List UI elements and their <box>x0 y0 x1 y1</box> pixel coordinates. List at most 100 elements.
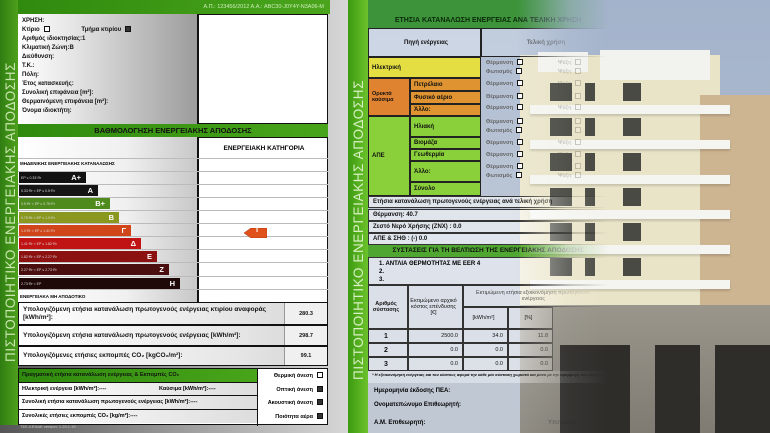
total-source: Σύνολο <box>410 182 481 196</box>
end-use-checkbox[interactable] <box>575 118 582 124</box>
th-percent: [%] <box>508 307 553 329</box>
end-use-checkbox[interactable] <box>517 80 524 86</box>
end-use-label: Θέρμανση <box>486 94 514 100</box>
table-cell: 2 <box>368 343 408 357</box>
energy-class-bar: 0.75·Rr < EP ≤ 1.0·Rr Β <box>19 211 119 223</box>
signature: Υπογραφή: <box>548 420 579 426</box>
comfort-item: Ποιότητα αέρα <box>275 412 323 420</box>
end-use-item: Ψύξη <box>558 172 582 179</box>
grid-line <box>18 171 328 172</box>
table-cell: 34.0 <box>463 329 508 343</box>
class-range: 1.0·Rr < EP ≤ 1.41·Rr <box>21 228 55 233</box>
end-use-checkbox[interactable] <box>575 80 582 86</box>
class-range: 0.33·Rr < EP ≤ 0.5·Rr <box>21 189 55 194</box>
res-source: ΑΠΕ <box>368 116 410 196</box>
primary-row: Συνολική ετήσια κατανάλωση πρωτογενούς ε… <box>19 396 257 410</box>
end-use-item: Θέρμανση <box>486 151 524 158</box>
grid-line <box>18 158 328 159</box>
end-use-item: Θέρμανση <box>486 163 524 170</box>
end-use-label: Θέρμανση <box>486 164 514 170</box>
comfort-label: Θερμική άνεση <box>273 373 313 379</box>
end-use-item: Θέρμανση <box>486 93 524 100</box>
end-use-checkbox[interactable] <box>575 59 582 65</box>
comfort-checkbox[interactable] <box>317 385 323 392</box>
class-letter: Α+ <box>71 173 81 182</box>
end-use-checkbox[interactable] <box>517 139 524 145</box>
other-fossil-source: Άλλο: <box>410 104 481 116</box>
grid-line <box>18 210 328 211</box>
address: Διεύθυνση: <box>22 54 55 60</box>
table-cell: 2500.0 <box>408 329 463 343</box>
grid-line <box>18 249 328 250</box>
end-use-item: Ψύξη <box>558 104 582 111</box>
end-use-checkbox[interactable] <box>516 172 523 178</box>
use-label: ΧΡΗΣΗ: <box>22 18 45 24</box>
use-header: Τελική χρήση <box>481 28 608 57</box>
end-use-label: Φωτισμός <box>486 128 513 134</box>
comfort-checkbox[interactable] <box>317 372 323 378</box>
end-use-label: Θέρμανση <box>486 105 514 111</box>
recommendations-list: 1. ΑΝΤΛΙΑ ΘΕΡΜΟΤΗΤΑΣ ΜΕ EER 4 2. 3. <box>368 257 608 285</box>
class-range: 2.27·Rr < EP ≤ 2.73·Rr <box>21 268 57 273</box>
vertical-title: ΠΙΣΤΟΠΟΙΗΤΙΚΟ ΕΝΕΡΓΕΙΑΚΗΣ ΑΠΟΔΟΣΗΣ <box>351 79 366 380</box>
building-checkbox[interactable] <box>43 26 50 32</box>
class-range: 2.73·Rr < EP <box>21 281 42 286</box>
table-cell: 0.0 <box>408 343 463 357</box>
end-use-item: Ψύξη <box>558 139 582 146</box>
class-range: 1.82·Rr < EP ≤ 2.27·Rr <box>21 255 57 260</box>
end-use-item: Φωτισμός <box>486 172 523 179</box>
part-checkbox[interactable] <box>125 26 132 32</box>
grid-line <box>18 236 328 237</box>
co2-row: Υπολογιζόμενες ετήσιες εκπομπές CO₂ [kgC… <box>18 346 328 366</box>
end-use-checkbox[interactable] <box>517 118 524 124</box>
postcode: Τ.Κ.: <box>22 63 35 69</box>
energy-class-bar: 1.41·Rr < EP ≤ 1.82·Rr Δ <box>19 238 141 249</box>
comfort-label: Οπτική άνεση <box>276 386 313 393</box>
end-use-checkbox[interactable] <box>517 104 524 110</box>
end-use-checkbox[interactable] <box>575 104 582 110</box>
issue-date: Ημερομηνία έκδοσης ΠΕΑ: <box>374 388 451 394</box>
class-range: 1.41·Rr < EP ≤ 1.82·Rr <box>21 242 57 246</box>
grid-line <box>18 223 328 224</box>
energy-class-bar: EP ≤ 0.33·Rr Α+ <box>19 172 86 183</box>
fossil-source: Ορυκτά καύσιμα <box>368 78 410 116</box>
class-letter: Α <box>87 186 93 196</box>
end-use-checkbox[interactable] <box>517 163 524 169</box>
value-label: Υπολογιζόμενη ετήσια κατανάλωση πρωτογεν… <box>23 306 267 321</box>
end-use-checkbox[interactable] <box>517 59 524 65</box>
end-use-checkbox[interactable] <box>575 127 582 133</box>
other-res-source: Άλλο: <box>410 161 481 182</box>
city: Πόλη: <box>22 72 39 78</box>
owner: Όνομα ιδιοκτήτη: <box>22 108 72 114</box>
grid-line <box>18 197 328 198</box>
end-use-item: Ψύξη <box>558 68 582 75</box>
grid-line <box>18 184 328 185</box>
end-use-label: Ψύξη <box>558 94 572 100</box>
actual-header: Πραγματική ετήσια κατανάλωση ενέργειας &… <box>19 369 257 383</box>
comfort-checkbox[interactable] <box>317 412 323 419</box>
end-use-checkbox[interactable] <box>575 68 582 74</box>
end-use-checkbox[interactable] <box>575 151 582 157</box>
solar-source: Ηλιακή <box>410 116 481 137</box>
vertical-title: ΠΙΣΤΟΠΟΙΗΤΙΚΟ ΕΝΕΡΓΕΙΑΚΗΣ ΑΠΟΔΟΣΗΣ <box>3 61 18 362</box>
comfort-checkbox[interactable] <box>317 399 323 405</box>
energy-class-bar: 1.82·Rr < EP ≤ 2.27·Rr Ε <box>19 251 157 263</box>
end-use-item: Θέρμανση <box>486 59 524 66</box>
grid-line <box>18 262 328 263</box>
end-use-label: Ψύξη <box>558 128 572 134</box>
class-letter: Β+ <box>95 199 105 209</box>
end-use-checkbox[interactable] <box>575 139 582 145</box>
end-use-checkbox[interactable] <box>575 172 582 178</box>
rating-header: ΒΑΘΜΟΛΟΓΗΣΗ ΕΝΕΡΓΕΙΑΚΗΣ ΑΠΟΔΟΣΗΣ <box>18 124 328 137</box>
certificate-page-1: ΠΙΣΤΟΠΟΙΗΤΙΚΟ ΕΝΕΡΓΕΙΑΚΗΣ ΑΠΟΔΟΣΗΣ Α.Π.:… <box>0 0 330 433</box>
end-use-checkbox[interactable] <box>517 93 524 99</box>
electric: Ηλεκτρική ενέργεια [kWh/m²]:---- <box>22 385 107 392</box>
end-use-checkbox[interactable] <box>516 68 523 74</box>
end-use-checkbox[interactable] <box>517 151 524 157</box>
end-use-checkbox[interactable] <box>575 163 582 169</box>
table-cell: 0.0 <box>463 357 508 371</box>
value: 298.7 <box>284 326 327 345</box>
end-use-checkbox[interactable] <box>516 127 523 133</box>
grid-line <box>18 276 328 277</box>
end-use-checkbox[interactable] <box>575 93 582 99</box>
